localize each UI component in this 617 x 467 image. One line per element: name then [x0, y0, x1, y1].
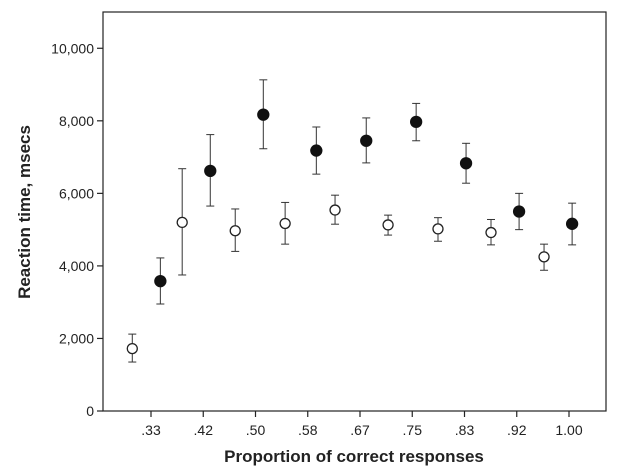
open-point — [383, 220, 393, 230]
filled-point — [567, 218, 578, 229]
filled-point — [461, 158, 472, 169]
x-tick-label: .67 — [350, 422, 370, 438]
filled-point — [311, 145, 322, 156]
x-tick-label: .58 — [298, 422, 318, 438]
y-tick-label: 2,000 — [59, 330, 94, 346]
filled-point — [155, 276, 166, 287]
y-tick-label: 4,000 — [59, 258, 94, 274]
open-point — [539, 252, 549, 262]
filled-point — [411, 116, 422, 127]
open-point — [280, 218, 290, 228]
x-tick-label: .92 — [507, 422, 527, 438]
x-tick-label: 1.00 — [555, 422, 582, 438]
x-tick-label: .33 — [141, 422, 161, 438]
open-point — [330, 205, 340, 215]
y-tick-label: 10,000 — [51, 40, 94, 56]
y-tick-label: 8,000 — [59, 113, 94, 129]
open-point — [127, 344, 137, 354]
y-axis-label: Reaction time, msecs — [15, 125, 34, 299]
open-point — [177, 217, 187, 227]
plot-frame — [103, 12, 606, 411]
x-tick-label: .75 — [403, 422, 423, 438]
data-points — [127, 80, 577, 362]
y-tick-label: 6,000 — [59, 185, 94, 201]
open-point — [230, 226, 240, 236]
filled-point — [361, 135, 372, 146]
x-tick-label: .42 — [194, 422, 214, 438]
open-point — [486, 228, 496, 238]
x-axis: .33 .42 .50 .58 .67 .75 .83 .92 1.00 — [141, 411, 583, 438]
filled-point — [514, 206, 525, 217]
filled-point — [258, 109, 269, 120]
y-tick-label: 0 — [86, 403, 94, 419]
filled-point — [205, 165, 216, 176]
open-point — [433, 224, 443, 234]
x-tick-label: .50 — [246, 422, 266, 438]
y-axis: 0 2,000 4,000 6,000 8,000 10,000 — [51, 40, 103, 419]
x-tick-label: .83 — [455, 422, 475, 438]
x-axis-label: Proportion of correct responses — [224, 447, 484, 466]
